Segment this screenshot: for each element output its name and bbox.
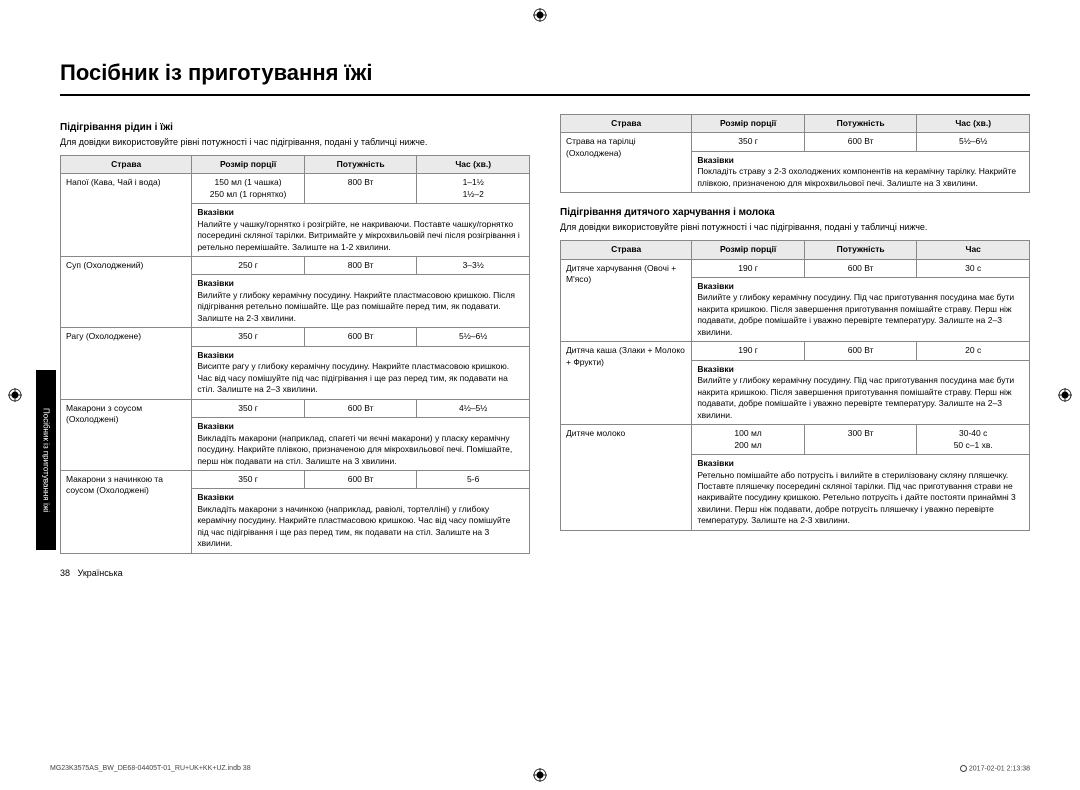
- page-content: Посібник із приготування їжі Підігріванн…: [0, 0, 1080, 598]
- doc-footer: MG23K3575AS_BW_DE68-04405T-01_RU+UK+KK+U…: [50, 765, 1030, 772]
- size-cell: 350 г: [692, 133, 805, 151]
- power-cell: 300 Вт: [804, 425, 917, 455]
- dish-cell: Страва на тарілці (Охолоджена): [561, 133, 692, 193]
- page-footer: 38 Українська: [60, 568, 1030, 578]
- instructions-cell: ВказівкиВилийте у глибоку керамічну посу…: [192, 275, 530, 328]
- size-cell: 100 мл200 мл: [692, 425, 805, 455]
- instructions-cell: ВказівкиВикладіть макарони з начинкою (н…: [192, 489, 530, 553]
- time-cell: 5½–6½: [917, 133, 1030, 151]
- col-time: Час: [917, 241, 1030, 259]
- dish-cell: Напої (Кава, Чай і вода): [61, 174, 192, 257]
- power-cell: 600 Вт: [304, 471, 417, 489]
- time-cell: 3–3½: [417, 256, 530, 274]
- dish-cell: Дитяче харчування (Овочі + М'ясо): [561, 259, 692, 342]
- crop-mark-icon: [8, 388, 22, 402]
- dish-cell: Дитяче молоко: [561, 425, 692, 531]
- time-cell: 5½–6½: [417, 328, 530, 346]
- right-column: Страва Розмір порції Потужність Час (хв.…: [560, 114, 1030, 554]
- crop-mark-icon: [1058, 388, 1072, 402]
- power-cell: 600 Вт: [804, 259, 917, 277]
- instructions-cell: ВказівкиРетельно помішайте або потрусіть…: [692, 455, 1030, 531]
- size-cell: 190 г: [692, 342, 805, 360]
- instructions-cell: ВказівкиПокладіть страву з 2-3 охолоджен…: [692, 151, 1030, 192]
- dish-cell: Дитяча каша (Злаки + Молоко + Фрукти): [561, 342, 692, 425]
- size-cell: 350 г: [192, 399, 305, 417]
- dish-cell: Суп (Охолоджений): [61, 256, 192, 327]
- time-cell: 1–1½1½–2: [417, 174, 530, 204]
- size-cell: 250 г: [192, 256, 305, 274]
- dish-cell: Рагу (Охолоджене): [61, 328, 192, 399]
- size-cell: 350 г: [192, 328, 305, 346]
- plated-meal-table: Страва Розмір порції Потужність Час (хв.…: [560, 114, 1030, 193]
- crop-mark-icon: [533, 8, 547, 22]
- doc-footer-right: 2017-02-01 2:13:38: [960, 765, 1030, 772]
- clock-icon: [960, 765, 967, 772]
- doc-footer-left: MG23K3575AS_BW_DE68-04405T-01_RU+UK+KK+U…: [50, 765, 251, 772]
- power-cell: 600 Вт: [804, 133, 917, 151]
- power-cell: 800 Вт: [304, 256, 417, 274]
- col-time: Час (хв.): [417, 155, 530, 173]
- col-dish: Страва: [561, 115, 692, 133]
- page-language: Українська: [78, 568, 123, 578]
- section-heading: Підігрівання рідин і їжі: [60, 122, 530, 133]
- size-cell: 190 г: [692, 259, 805, 277]
- power-cell: 600 Вт: [804, 342, 917, 360]
- dish-cell: Макарони з начинкою та соусом (Охолоджен…: [61, 471, 192, 554]
- col-time: Час (хв.): [917, 115, 1030, 133]
- section-intro: Для довідки використовуйте рівні потужно…: [60, 137, 530, 149]
- col-size: Розмір порції: [692, 115, 805, 133]
- time-cell: 5-6: [417, 471, 530, 489]
- time-cell: 20 с: [917, 342, 1030, 360]
- instructions-cell: ВказівкиВисипте рагу у глибоку керамічну…: [192, 346, 530, 399]
- col-power: Потужність: [304, 155, 417, 173]
- power-cell: 800 Вт: [304, 174, 417, 204]
- time-cell: 4½–5½: [417, 399, 530, 417]
- power-cell: 600 Вт: [304, 328, 417, 346]
- instructions-cell: ВказівкиВилийте у глибоку керамічну посу…: [692, 360, 1030, 424]
- page-title: Посібник із приготування їжі: [60, 60, 1030, 96]
- col-power: Потужність: [804, 241, 917, 259]
- col-dish: Страва: [61, 155, 192, 173]
- dish-cell: Макарони з соусом (Охолоджені): [61, 399, 192, 470]
- col-size: Розмір порції: [692, 241, 805, 259]
- col-size: Розмір порції: [192, 155, 305, 173]
- section-heading: Підігрівання дитячого харчування і молок…: [560, 207, 1030, 218]
- size-cell: 350 г: [192, 471, 305, 489]
- size-cell: 150 мл (1 чашка)250 мл (1 горнятко): [192, 174, 305, 204]
- baby-food-table: Страва Розмір порції Потужність Час Дитя…: [560, 240, 1030, 531]
- reheating-liquids-table: Страва Розмір порції Потужність Час (хв.…: [60, 155, 530, 554]
- instructions-cell: ВказівкиНалийте у чашку/горнятко і розіг…: [192, 204, 530, 257]
- col-power: Потужність: [804, 115, 917, 133]
- left-column: Підігрівання рідин і їжі Для довідки вик…: [60, 114, 530, 554]
- side-tab: Посібник із приготування їжі: [36, 370, 56, 550]
- instructions-cell: ВказівкиВилийте у глибоку керамічну посу…: [692, 277, 1030, 341]
- time-cell: 30 с: [917, 259, 1030, 277]
- page-number: 38: [60, 568, 70, 578]
- instructions-cell: ВказівкиВикладіть макарони (наприклад, с…: [192, 418, 530, 471]
- section-intro: Для довідки використовуйте рівні потужно…: [560, 222, 1030, 234]
- col-dish: Страва: [561, 241, 692, 259]
- time-cell: 30-40 с50 с–1 хв.: [917, 425, 1030, 455]
- power-cell: 600 Вт: [304, 399, 417, 417]
